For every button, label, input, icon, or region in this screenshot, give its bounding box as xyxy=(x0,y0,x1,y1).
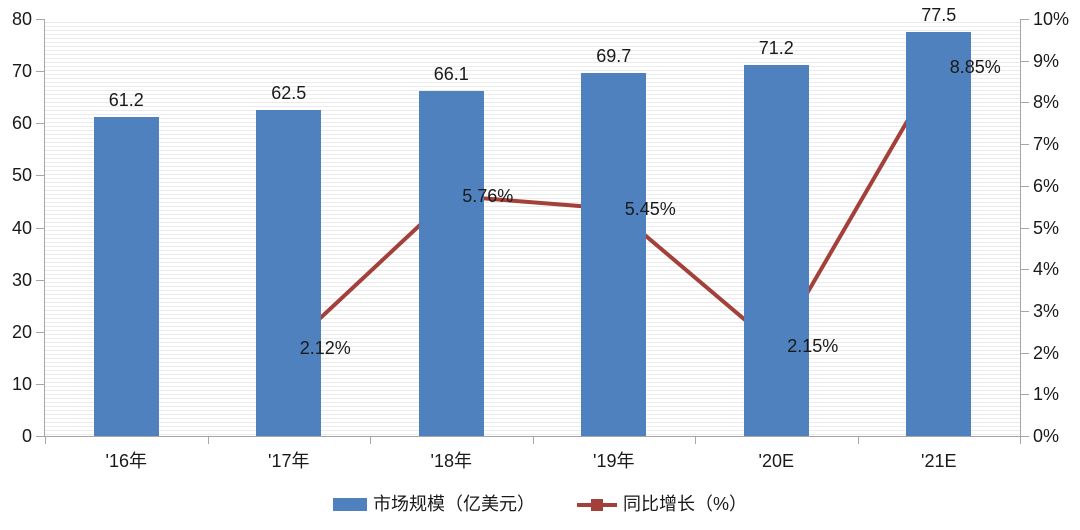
right-axis-tick-label: 4% xyxy=(1033,259,1060,280)
x-axis-category-label: '17年 xyxy=(268,451,310,471)
left-axis-tick xyxy=(36,175,44,177)
bottom-axis-line xyxy=(37,436,1028,437)
left-axis-tick xyxy=(36,123,44,125)
legend-item-market-size: 市场规模（亿美元） xyxy=(332,494,535,514)
plot-area xyxy=(45,19,1020,436)
left-axis-tick-label: 80 xyxy=(11,9,32,29)
legend-line-swatch-icon xyxy=(576,498,617,511)
right-axis-tick-label: 1% xyxy=(1033,384,1060,405)
right-axis-tick xyxy=(1021,102,1029,104)
right-axis-line xyxy=(1020,19,1021,436)
right-axis-tick xyxy=(1021,60,1029,62)
left-axis-tick-label: 0 xyxy=(21,426,32,446)
legend-line-marker xyxy=(590,498,603,511)
right-axis-tick-label: 9% xyxy=(1033,50,1060,71)
x-axis-tick xyxy=(857,437,859,444)
right-axis-tick xyxy=(1021,352,1029,354)
left-axis-tick-label: 20 xyxy=(11,321,32,342)
left-axis-line xyxy=(44,19,45,436)
market-size-bar xyxy=(256,110,322,436)
growth-point-label: 2.15% xyxy=(787,336,839,357)
x-axis-category-label: '19年 xyxy=(593,451,635,471)
x-axis-tick xyxy=(370,437,371,444)
right-axis-tick-label: 7% xyxy=(1033,134,1060,155)
left-axis-tick xyxy=(36,436,44,437)
x-axis-tick xyxy=(532,437,534,444)
left-axis-tick xyxy=(36,279,44,281)
growth-point-label: 2.12% xyxy=(299,337,351,358)
left-axis-tick-label: 40 xyxy=(11,217,32,238)
x-axis-category-label: '16年 xyxy=(105,451,147,471)
right-axis-tick xyxy=(1021,269,1029,271)
right-axis-tick-label: 8% xyxy=(1033,92,1060,113)
bar-value-label: 66.1 xyxy=(433,64,469,85)
x-axis-tick xyxy=(695,437,696,444)
growth-point-label: 5.45% xyxy=(624,198,676,219)
x-axis-tick xyxy=(45,437,46,444)
legend-label-growth: 同比增长（%） xyxy=(622,494,747,514)
x-axis-category-label: '20E xyxy=(758,451,794,471)
right-axis-tick xyxy=(1021,144,1029,146)
market-size-bar xyxy=(418,91,484,436)
right-axis-tick-label: 5% xyxy=(1033,217,1060,238)
left-axis-tick xyxy=(36,227,44,229)
x-axis-category-label: '21E xyxy=(921,451,957,471)
right-axis-tick xyxy=(1021,227,1029,229)
market-size-bar xyxy=(906,32,972,436)
left-axis-tick xyxy=(36,71,44,73)
legend: 市场规模（亿美元） 同比增长（%） xyxy=(0,494,1080,514)
bar-value-label: 71.2 xyxy=(758,37,794,58)
left-axis-tick-label: 70 xyxy=(11,61,32,82)
left-axis-tick-label: 50 xyxy=(11,165,32,186)
right-axis-tick-label: 10% xyxy=(1033,9,1070,29)
left-axis-tick xyxy=(36,331,44,333)
right-axis-tick xyxy=(1021,394,1029,396)
right-axis-tick-label: 2% xyxy=(1033,342,1060,363)
market-size-bar xyxy=(93,116,159,436)
market-size-bar xyxy=(743,64,809,436)
left-axis-tick xyxy=(36,383,44,385)
right-axis-tick xyxy=(1021,436,1029,437)
right-axis-tick-label: 0% xyxy=(1033,426,1060,446)
x-axis-tick xyxy=(1020,437,1021,444)
bar-value-label: 61.2 xyxy=(108,89,144,110)
x-axis-category-label: '18年 xyxy=(430,451,472,471)
right-axis-tick xyxy=(1021,310,1029,312)
legend-label-market-size: 市场规模（亿美元） xyxy=(372,494,535,514)
bar-value-label: 62.5 xyxy=(271,83,307,104)
growth-point-label: 5.76% xyxy=(462,185,514,206)
right-axis-tick xyxy=(1021,19,1029,20)
bar-value-label: 69.7 xyxy=(596,45,632,66)
x-axis-tick xyxy=(207,437,209,444)
right-axis-tick xyxy=(1021,185,1029,187)
left-axis-tick-label: 10 xyxy=(11,373,32,394)
legend-item-growth: 同比增长（%） xyxy=(576,494,747,514)
right-axis-tick-label: 3% xyxy=(1033,300,1060,321)
left-axis-tick-label: 60 xyxy=(11,113,32,134)
growth-point-label: 8.85% xyxy=(949,56,1001,77)
left-axis-tick-label: 30 xyxy=(11,269,32,290)
right-axis-tick-label: 6% xyxy=(1033,175,1060,196)
legend-bar-swatch-icon xyxy=(332,497,367,511)
left-axis-tick xyxy=(36,19,44,20)
market-size-bar xyxy=(581,72,647,436)
bar-value-label: 77.5 xyxy=(921,5,957,26)
